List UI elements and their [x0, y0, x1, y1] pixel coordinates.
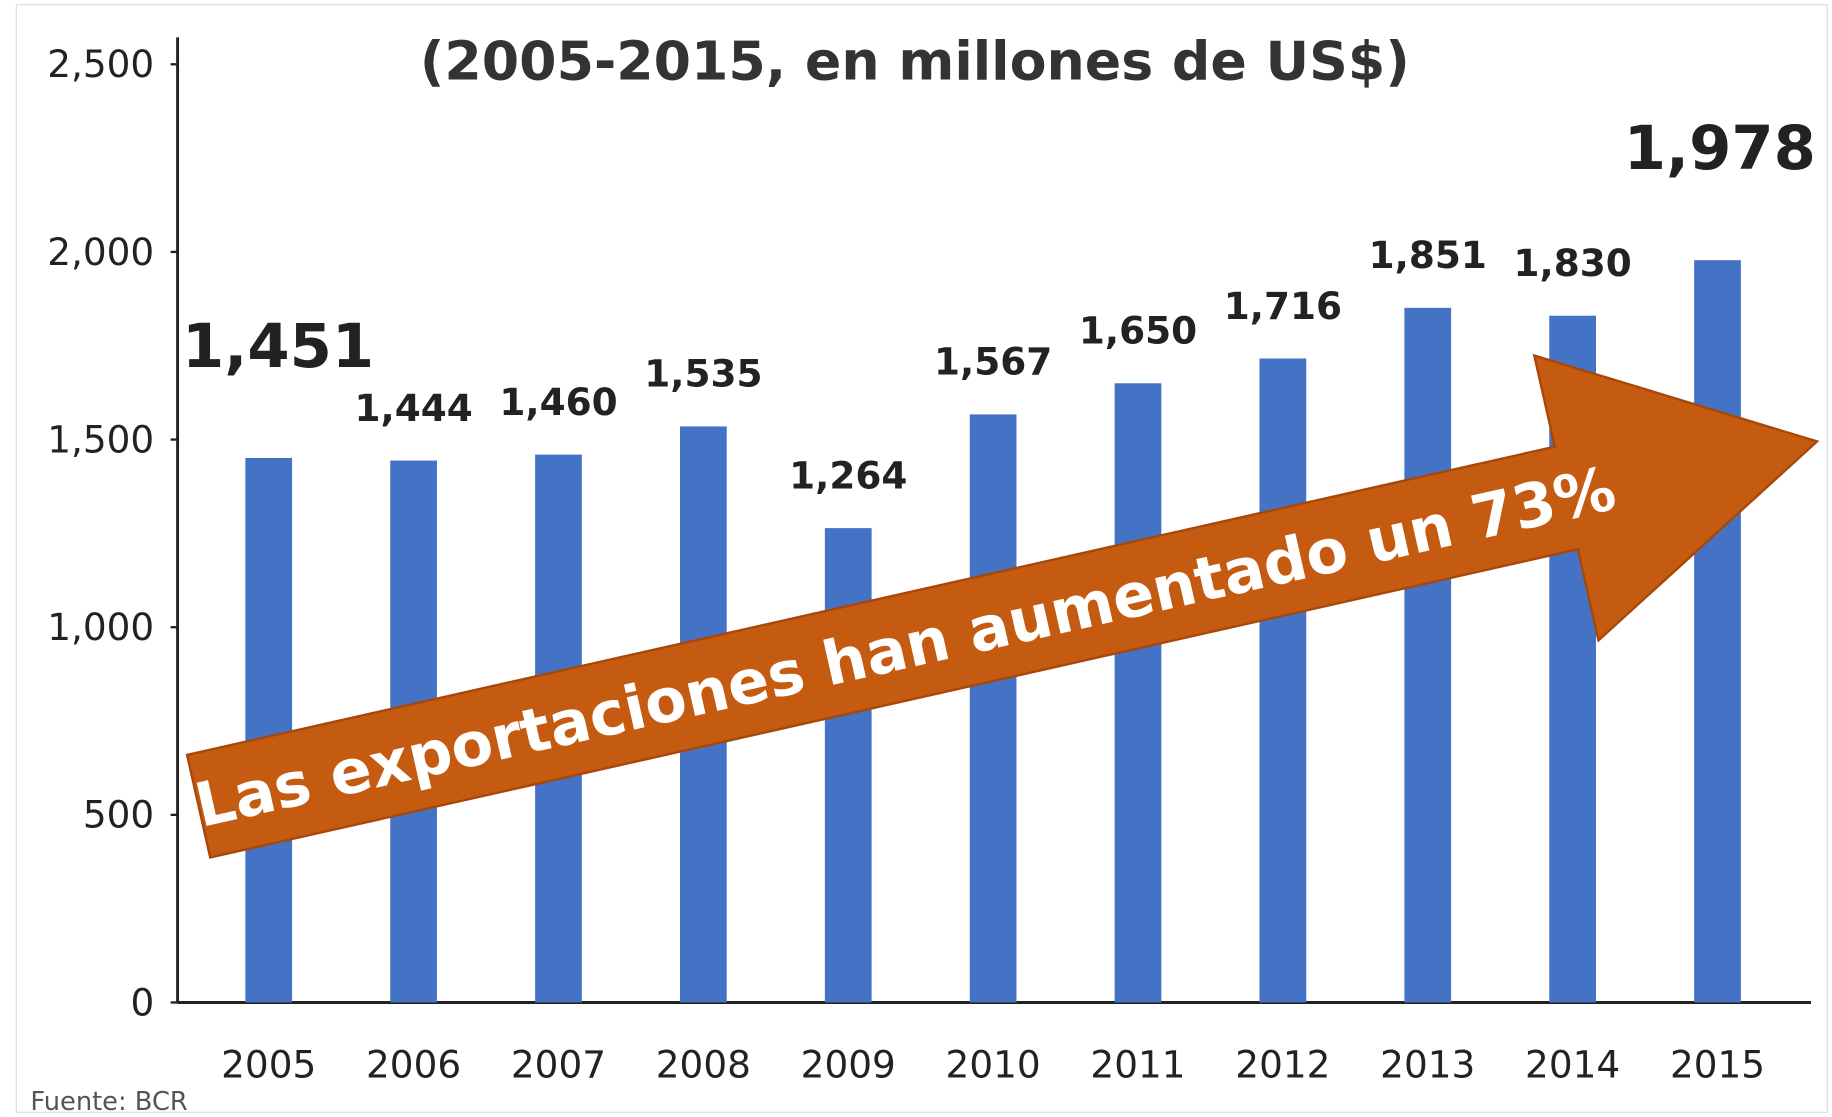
x-tick-label: 2007 — [511, 1042, 606, 1086]
data-label: 1,851 — [1369, 233, 1487, 277]
data-label: 1,460 — [499, 380, 617, 424]
data-label: 1,567 — [934, 340, 1052, 384]
bar — [1404, 307, 1452, 1003]
data-label: 1,264 — [789, 453, 907, 497]
x-tick-label: 2014 — [1525, 1042, 1620, 1086]
y-tick-label: 2,000 — [47, 230, 154, 274]
x-tick-label: 2010 — [946, 1042, 1041, 1086]
y-tick-label: 1,000 — [47, 605, 154, 649]
data-label: 1,830 — [1514, 241, 1632, 285]
x-tick-label: 2015 — [1670, 1042, 1765, 1086]
arrow-shape — [185, 353, 1820, 859]
bar — [1114, 383, 1162, 1003]
x-tick-label: 2008 — [656, 1042, 751, 1086]
x-tick-label: 2013 — [1380, 1042, 1475, 1086]
source: Fuente: BCR — [30, 1087, 188, 1117]
bar — [969, 414, 1017, 1003]
y-tick-label: 500 — [83, 793, 154, 837]
data-label: 1,650 — [1079, 309, 1197, 353]
data-label: 1,978 — [1624, 114, 1816, 184]
data-label: 1,535 — [644, 352, 762, 396]
y-tick-label: 2,500 — [47, 42, 154, 86]
bar — [1694, 260, 1741, 1003]
y-tick-label: 1,500 — [47, 417, 154, 461]
bar — [245, 457, 293, 1003]
data-label: 1,716 — [1224, 284, 1342, 328]
data-label: 1,451 — [182, 312, 374, 382]
x-tick-label: 2005 — [221, 1042, 316, 1086]
x-tick-label: 2006 — [366, 1042, 461, 1086]
y-tick-label: 0 — [130, 980, 154, 1024]
x-tick-label: 2012 — [1235, 1042, 1330, 1086]
chart-title: (2005-2015, en millones de US$) — [420, 29, 1410, 92]
x-tick-label: 2011 — [1090, 1042, 1185, 1086]
bar — [1259, 358, 1307, 1003]
data-label: 1,444 — [354, 386, 472, 430]
x-tick-label: 2009 — [801, 1042, 896, 1086]
bar — [824, 528, 872, 1003]
